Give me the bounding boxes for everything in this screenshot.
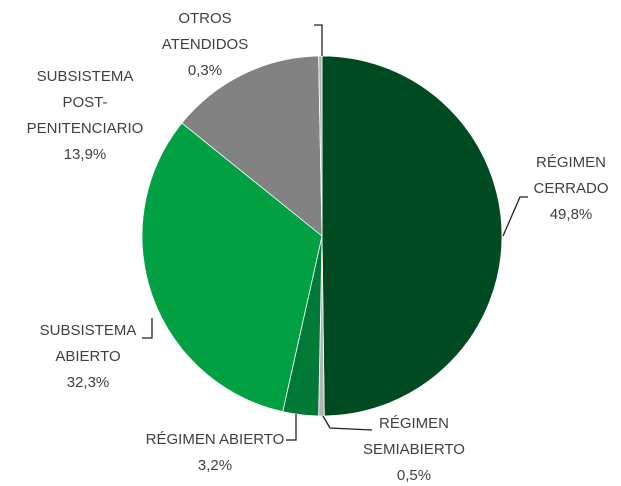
leader-line (314, 24, 323, 56)
pie-slice (321, 55, 503, 417)
value-label: 0,5% (397, 467, 431, 484)
pie-slice (141, 122, 323, 413)
category-label: RÉGIMEN ABIERTO (146, 431, 285, 448)
category-label: SUBSISTEMA POST-PENITENCIARIO (27, 68, 144, 137)
leader-line (502, 196, 528, 237)
leader-line (322, 415, 373, 431)
value-label: 3,2% (198, 457, 232, 474)
value-label: 0,3% (188, 62, 222, 79)
pie-slice (181, 55, 323, 237)
value-label: 13,9% (64, 146, 107, 163)
category-label: RÉGIMEN CERRADO (533, 154, 608, 197)
category-label: RÉGIMEN SEMIABIERTO (363, 415, 465, 458)
category-label: OTROS ATENDIDOS (162, 10, 248, 53)
leader-line (142, 318, 153, 339)
value-label: 32,3% (67, 374, 110, 391)
value-label: 49,8% (550, 206, 593, 223)
category-label: SUBSISTEMA ABIERTO (40, 322, 137, 365)
leader-line (286, 414, 297, 441)
